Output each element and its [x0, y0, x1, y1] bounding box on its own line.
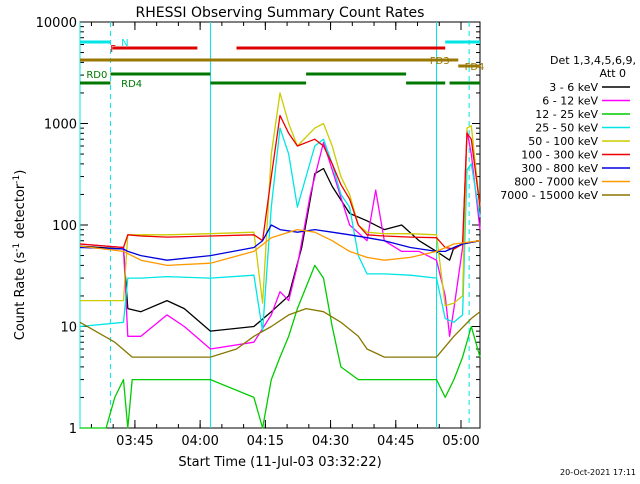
- series-line-5: [79, 114, 481, 250]
- series-line-8: [79, 307, 481, 358]
- legend-label: 50 - 100 keV: [528, 135, 598, 148]
- legend-header: Det 1,3,4,5,6,9,: [550, 54, 636, 67]
- legend-label: 3 - 6 keV: [549, 81, 598, 94]
- y-tick-label: 10000: [36, 16, 77, 31]
- series-line-0: [79, 167, 481, 332]
- y-tick-label: 100: [52, 219, 77, 234]
- plot-axes: 1 10 100 1000 10000 03:45 04:00 04:15 04:30 04:45…: [36, 16, 481, 449]
- x-tick-label: 04:15: [247, 434, 284, 449]
- y-tick-label: 1000: [44, 118, 77, 133]
- state-label-rd4: RD4: [121, 79, 142, 90]
- series-line-4: [80, 92, 481, 307]
- legend-label: 800 - 7000 keV: [514, 176, 598, 189]
- legend-label: 7000 - 15000 keV: [500, 189, 598, 202]
- legend-header: Att 0: [600, 67, 626, 80]
- x-axis-label: Start Time (11-Jul-03 03:32:22): [178, 455, 381, 470]
- x-tick-label: 04:00: [181, 434, 218, 449]
- legend-label: 25 - 50 keV: [535, 122, 598, 135]
- legend-label: 6 - 12 keV: [542, 95, 598, 108]
- y-tick-label: 1: [69, 422, 77, 437]
- series-lines: [79, 92, 481, 429]
- series-line-3: [79, 127, 481, 332]
- state-label-rd0: RD0: [86, 70, 107, 81]
- legend-label: 12 - 25 keV: [535, 108, 598, 121]
- state-label-fd4: FD4: [465, 62, 485, 73]
- x-tick-label: 03:45: [116, 434, 153, 449]
- y-tick-label: 10: [60, 321, 77, 336]
- legend-label: 300 - 800 keV: [521, 162, 598, 175]
- state-label-n: N: [121, 38, 128, 49]
- series-line-7: [79, 228, 481, 267]
- series-line-2: [80, 264, 481, 429]
- x-tick-label: 05:00: [442, 434, 479, 449]
- legend-label: 100 - 300 keV: [521, 149, 598, 162]
- state-label-fd3: FD3: [430, 56, 450, 67]
- x-tick-label: 04:30: [312, 434, 349, 449]
- footer-date: 20-Oct-2021 17:11: [560, 468, 636, 477]
- observing-states: NF FD3 FD4 RD0 RD4: [80, 38, 484, 90]
- chart-title: RHESSI Observing Summary Count Rates: [136, 5, 425, 21]
- x-tick-label: 04:45: [377, 434, 414, 449]
- y-axis-label: Count Rate (s-1 detector-1): [12, 170, 28, 341]
- state-label-f: F: [110, 44, 116, 55]
- series-line-1: [79, 130, 481, 350]
